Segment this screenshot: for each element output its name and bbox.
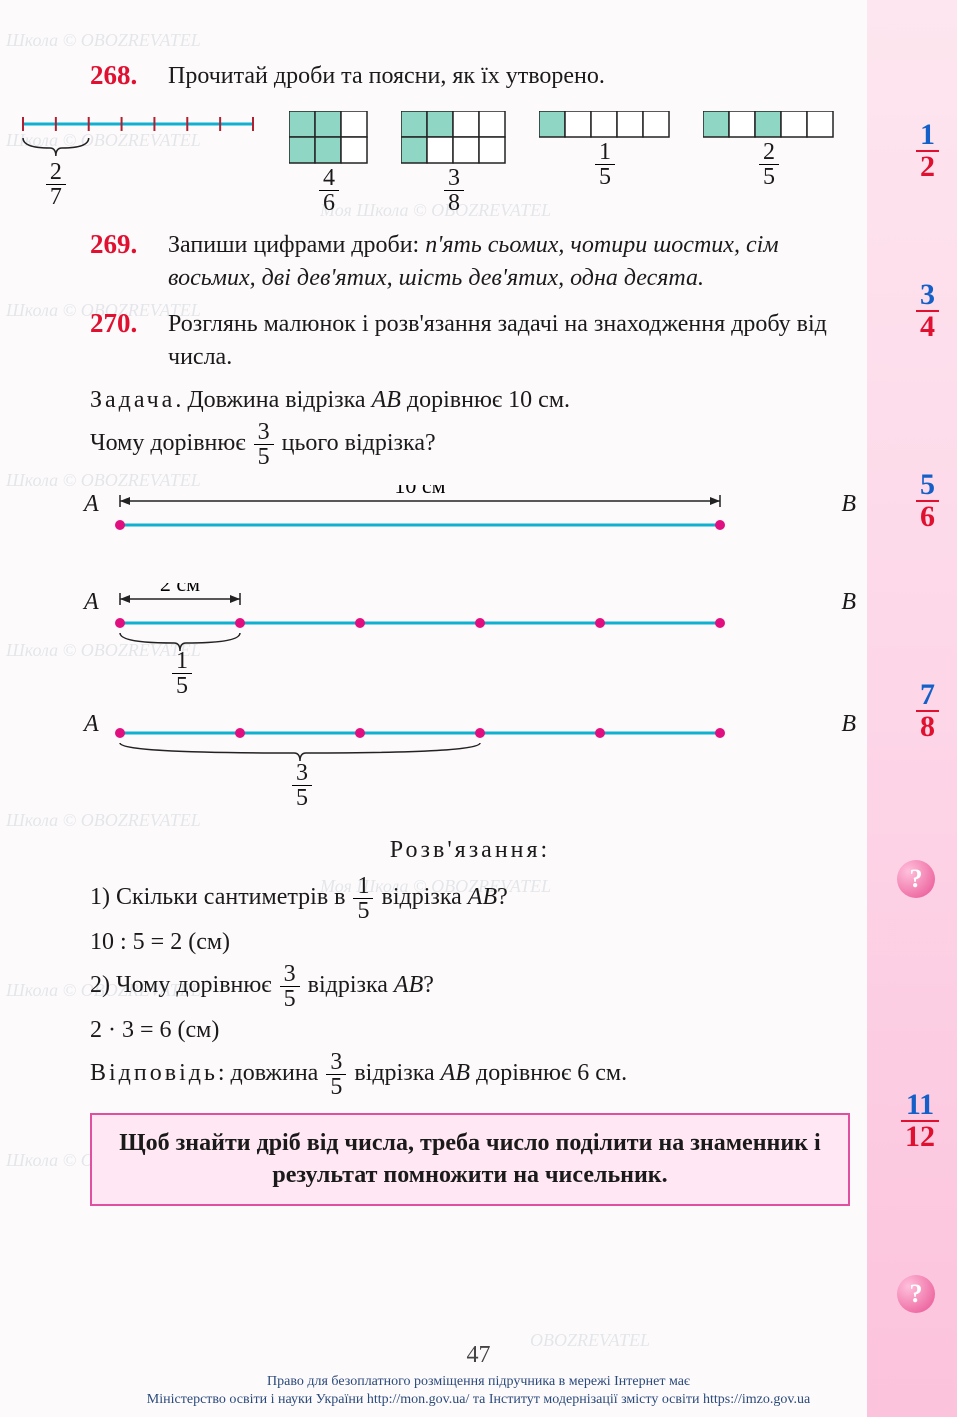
footer: Право для безоплатного розміщення підруч… [48, 1373, 909, 1409]
page-content: 268. Прочитай дроби та поясни, як їх утв… [90, 60, 850, 1206]
q-lead: Чому дорівнює [90, 430, 252, 456]
ex269-lead: Запиши цифрами дроби: [168, 232, 425, 258]
solution-calc-2: 2 · 3 = 6 (см) [90, 1017, 850, 1044]
solution-calc-1: 10 : 5 = 2 (см) [90, 929, 850, 956]
task-label: Задача [90, 387, 175, 413]
solution-step-2: 2) Чому дорівнює 35 відрізка AB? [90, 962, 850, 1011]
frac-3-5: 35 [324, 1050, 348, 1099]
solution-title: Розв'язання: [90, 837, 850, 864]
frac-3-5: 35 [252, 420, 276, 469]
ex-number: 268. [90, 60, 162, 91]
rule-box: Щоб знайти дріб від числа, треба число п… [90, 1113, 850, 1206]
ex-text: Прочитай дроби та поясни, як їх утворено… [168, 60, 848, 92]
ex270-diagrams: AB 10 см AB 2 см 15 AB [90, 485, 850, 815]
side-pink-bg [867, 0, 957, 1417]
frac-3-5: 35 [278, 962, 302, 1011]
ex-text: Запиши цифрами дроби: п'ять сьомих, чоти… [168, 229, 848, 294]
segment-ab: AB [372, 387, 401, 413]
exercise-270: 270. Розглянь малюнок і розв'язання зада… [90, 308, 850, 373]
ex-text: Розглянь малюнок і розв'язання задачі на… [168, 308, 848, 373]
frac-1-5: 15 [351, 874, 375, 923]
answer: Відповідь: довжина 35 відрізка AB дорівн… [90, 1050, 850, 1099]
task-statement: Задача. Довжина відрізка AB дорівнює 10 … [90, 387, 850, 469]
page-number: 47 [467, 1342, 491, 1369]
ex-number: 270. [90, 308, 162, 339]
svg-text:10 см: 10 см [394, 485, 445, 498]
exercise-269: 269. Запиши цифрами дроби: п'ять сьомих,… [90, 229, 850, 294]
ex-number: 269. [90, 229, 162, 260]
footer-line-2: Міністерство освіти і науки України http… [48, 1391, 909, 1409]
exercise-268: 268. Прочитай дроби та поясни, як їх утв… [90, 60, 850, 215]
task-tail: дорівнює 10 см. [401, 387, 570, 413]
solution-step-1: 1) Скільки сантиметрів в 15 відрізка AB? [90, 874, 850, 923]
task-rest: . Довжина відрізка [175, 387, 371, 413]
q-tail: цього відрізка? [276, 430, 436, 456]
footer-line-1: Право для безоплатного розміщення підруч… [48, 1373, 909, 1391]
ex268-diagrams: 2746381525 [18, 110, 850, 215]
svg-text:2 см: 2 см [160, 583, 200, 596]
